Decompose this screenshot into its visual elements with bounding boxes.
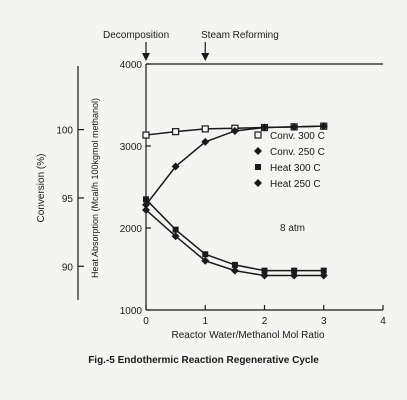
data-point bbox=[254, 179, 262, 187]
figure-caption: Fig.-5 Endothermic Reaction Regenerative… bbox=[88, 355, 319, 366]
data-point bbox=[142, 205, 150, 214]
data-point bbox=[201, 137, 210, 146]
data-point bbox=[172, 226, 179, 233]
data-point bbox=[142, 200, 150, 209]
data-point bbox=[230, 126, 239, 135]
conversion-tick-label: 95 bbox=[62, 194, 74, 205]
legend: Conv. 300 C Conv. 250 C Heat 300 C Heat 250… bbox=[254, 131, 325, 190]
data-point bbox=[319, 122, 328, 131]
x-tick-label: 1 bbox=[202, 316, 208, 327]
data-point bbox=[319, 271, 328, 280]
data-point bbox=[255, 164, 261, 170]
data-point bbox=[290, 271, 299, 280]
data-point bbox=[290, 122, 299, 131]
heat-tick-label: 3000 bbox=[120, 142, 143, 153]
legend-label: Conv. 250 C bbox=[270, 147, 325, 158]
x-tick-label: 3 bbox=[321, 316, 327, 327]
data-point bbox=[172, 128, 180, 136]
data-point bbox=[142, 131, 150, 139]
data-point bbox=[201, 125, 209, 133]
data-point bbox=[230, 266, 239, 275]
data-point bbox=[143, 196, 149, 203]
x-tick-label: 0 bbox=[143, 316, 149, 327]
axes bbox=[77, 42, 383, 311]
steam-reforming-arrow-head bbox=[201, 53, 210, 61]
data-point bbox=[291, 267, 298, 274]
series-markers bbox=[142, 122, 328, 280]
x-axis-label: Reactor Water/Methanol Mol Ratio bbox=[171, 330, 324, 341]
legend-label: Heat 250 C bbox=[270, 179, 321, 190]
decomposition-label: Decomposition bbox=[103, 30, 169, 41]
data-point bbox=[171, 162, 180, 171]
data-point bbox=[202, 251, 209, 258]
data-point bbox=[260, 123, 269, 132]
x-tick-label: 4 bbox=[380, 316, 386, 327]
steam-reforming-label: Steam Reforming bbox=[201, 30, 279, 41]
heat-tick-label: 2000 bbox=[120, 224, 143, 235]
data-point bbox=[320, 267, 327, 274]
x-tick-label: 2 bbox=[262, 316, 268, 327]
conversion-tick-label: 100 bbox=[56, 126, 73, 137]
heat-tick-label: 1000 bbox=[120, 306, 143, 317]
y-axis-label-left: Conversion (%) bbox=[36, 154, 47, 223]
data-point bbox=[261, 267, 268, 274]
data-point bbox=[260, 271, 269, 280]
y-axis-label-right: Heat Absorption (Mcal/h 100kgmol methano… bbox=[90, 98, 100, 278]
data-point bbox=[254, 147, 262, 155]
pressure-label: 8 atm bbox=[280, 223, 305, 234]
data-point bbox=[201, 256, 210, 265]
data-point bbox=[171, 232, 180, 241]
legend-label: Conv. 300 C bbox=[270, 131, 325, 142]
legend-label: Heat 300 C bbox=[270, 163, 321, 174]
conversion-tick-label: 90 bbox=[62, 262, 74, 273]
ticks: 0 1 2 3 4 1000 2000 3000 4000 90 95 100 bbox=[56, 60, 386, 327]
decomposition-arrow-head bbox=[142, 53, 150, 61]
heat-tick-label: 4000 bbox=[120, 60, 143, 71]
series-line bbox=[145, 198, 324, 272]
data-point bbox=[254, 131, 262, 139]
data-point bbox=[231, 261, 238, 268]
